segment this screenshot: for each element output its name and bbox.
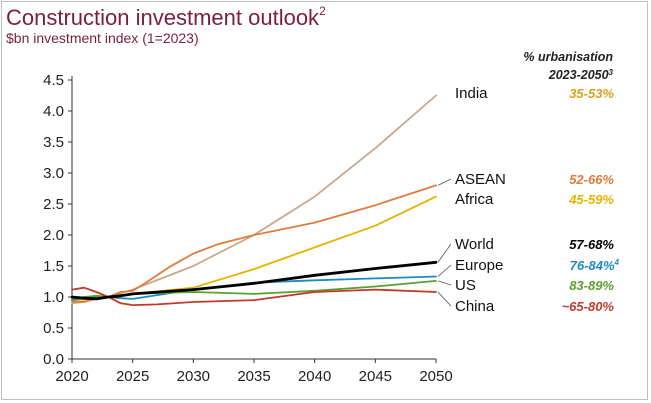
- x-tick-label: 2040: [298, 368, 331, 385]
- series-label-asean: ASEAN: [455, 171, 506, 188]
- series-line-europe: [71, 275, 437, 302]
- leader-line: [437, 178, 452, 186]
- leader-line: [437, 280, 452, 286]
- y-tick-label: 1.5: [43, 258, 64, 275]
- urbanisation-value-europe: 76-84%4: [570, 258, 620, 273]
- x-tick-label: 2050: [419, 368, 452, 385]
- series-line-india: [71, 94, 437, 305]
- y-tick-label: 2.5: [43, 196, 64, 213]
- y-tick-label: 2.0: [43, 227, 64, 244]
- series-label-china: China: [455, 298, 495, 315]
- urbanisation-header: % urbanisation 2023-20503: [523, 50, 613, 82]
- x-tick-label: 2030: [177, 368, 210, 385]
- y-tick-label: 3.0: [43, 165, 64, 182]
- y-tick-label: 0.0: [43, 351, 64, 368]
- y-tick-label: 4.0: [43, 103, 64, 120]
- series-label-world: World: [455, 236, 494, 253]
- x-tick-label: 2025: [116, 368, 149, 385]
- urbanisation-value-asean: 52-66%: [569, 172, 614, 187]
- urbanisation-value-china: ~65-80%: [562, 299, 615, 314]
- series-label-europe: Europe: [455, 257, 503, 274]
- x-tick-label: 2045: [359, 368, 392, 385]
- series-line-china: [71, 286, 437, 307]
- leader-line: [437, 243, 452, 263]
- chart-subtitle: $bn investment index (1=2023): [6, 30, 199, 46]
- urbanisation-value-world: 57-68%: [569, 237, 614, 252]
- x-tick-label: 2020: [55, 368, 88, 385]
- y-tick-label: 0.5: [43, 320, 64, 337]
- urbanisation-value-africa: 45-59%: [568, 192, 614, 207]
- y-tick-label: 3.5: [43, 134, 64, 151]
- y-tick-label: 1.0: [43, 289, 64, 306]
- series-label-india: India: [455, 85, 488, 102]
- urbanisation-value-india: 35-53%: [569, 86, 614, 101]
- leader-line: [437, 291, 452, 307]
- chart-title: Construction investment outlook2: [6, 4, 326, 30]
- series-label-africa: Africa: [455, 191, 494, 208]
- y-tick-label: 4.5: [43, 72, 64, 89]
- series-line-world: [70, 260, 438, 301]
- leader-line: [437, 264, 452, 277]
- series-label-us: US: [455, 277, 476, 294]
- x-tick-label: 2035: [237, 368, 270, 385]
- urbanisation-value-us: 83-89%: [569, 278, 614, 293]
